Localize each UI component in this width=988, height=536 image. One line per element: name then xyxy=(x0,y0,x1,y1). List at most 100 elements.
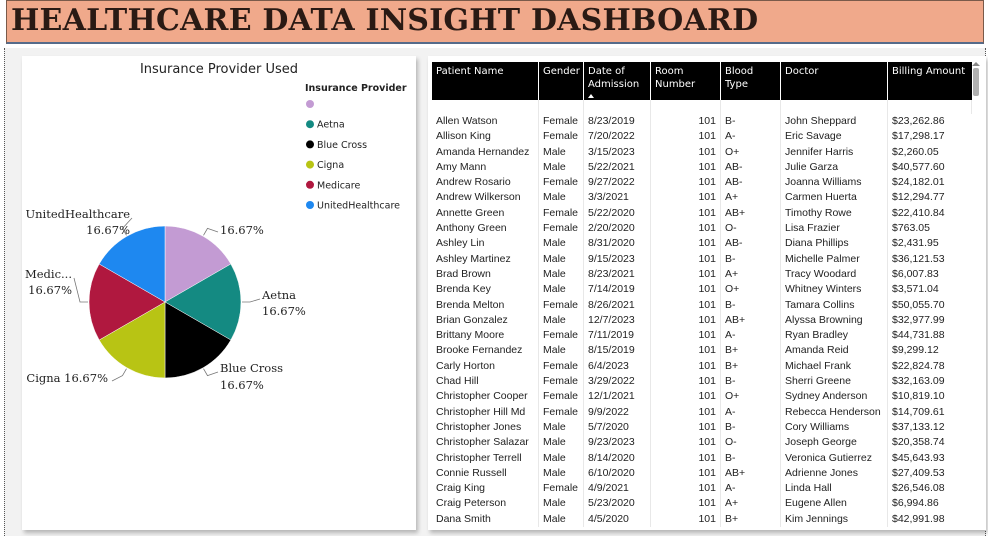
table-cell: $3,571.04 xyxy=(892,283,939,296)
legend-label[interactable]: Cigna xyxy=(317,160,344,171)
table-cell: 3/3/2021 xyxy=(584,190,651,206)
legend-marker[interactable] xyxy=(306,140,314,149)
table-row[interactable]: Brian Gonzalez Male 12/7/2023 101 AB+ Alyssa … xyxy=(432,312,972,329)
pie-leader-line xyxy=(111,368,127,382)
pie-slice[interactable] xyxy=(98,301,166,379)
scroll-thumb[interactable] xyxy=(973,68,979,96)
scroll-up-icon[interactable] xyxy=(972,62,980,66)
table-cell xyxy=(721,100,781,114)
table-row[interactable]: Craig King Female 4/9/2021 101 A- Linda Hall $… xyxy=(432,481,972,497)
insurance-pie-visual[interactable]: Insurance Provider Used Insurance Provide… xyxy=(22,56,416,530)
legend-marker[interactable] xyxy=(306,201,314,209)
table-cell: Female xyxy=(539,205,584,222)
pie-slice[interactable] xyxy=(164,301,232,379)
table-row[interactable]: Anthony Green Female 2/20/2020 101 O- Lisa Fr… xyxy=(432,221,972,237)
table-cell: Brad Brown xyxy=(432,266,539,283)
table-cell: Joseph George xyxy=(781,435,888,451)
table-row[interactable]: Chad Hill Female 3/29/2022 101 B- Sherri Gree… xyxy=(432,374,972,390)
table-row[interactable]: Carly Horton Female 6/4/2023 101 B+ Michael F… xyxy=(432,358,972,375)
patient-table-visual[interactable]: Patient Name Gender Date of Admission Room … xyxy=(428,56,986,530)
table-row[interactable]: Andrew Wilkerson Male 3/3/2021 101 A+ Carmen … xyxy=(432,190,972,206)
table-cell: Christopher Hill Md xyxy=(432,404,539,420)
table-cell: 101 xyxy=(651,465,721,482)
pie-slice[interactable] xyxy=(164,225,232,303)
table-cell: Dana Smith xyxy=(432,511,539,528)
table-cell: 7/11/2019 xyxy=(584,328,651,344)
table-row[interactable]: Annette Green Female 5/22/2020 101 AB+ Timoth… xyxy=(432,205,972,222)
table-row[interactable]: Dana Smith Male 4/5/2020 101 B+ Kim Jennings $… xyxy=(432,511,972,528)
table-cell: $37,133.12 xyxy=(892,420,945,433)
sort-ascending-icon[interactable] xyxy=(588,94,594,98)
table-cell xyxy=(888,100,972,114)
legend-label[interactable]: Aetna xyxy=(317,120,345,131)
table-cell: 101 xyxy=(651,251,721,267)
table-cell: 2/20/2020 xyxy=(584,221,651,237)
table-cell: AB+ xyxy=(721,205,781,222)
table-row[interactable]: Andrew Rosario Female 9/27/2022 101 AB- Joann… xyxy=(432,175,972,191)
table-row[interactable]: Brooke Fernandez Male 8/15/2019 101 B+ Amanda… xyxy=(432,343,972,359)
table-cell: B- xyxy=(721,297,781,313)
column-header[interactable]: Gender xyxy=(539,62,584,100)
table-cell: 101 xyxy=(651,266,721,283)
table-row[interactable]: Craig Peterson Male 5/23/2020 101 A+ Eugene A… xyxy=(432,496,972,512)
table-row[interactable]: Ashley Lin Male 8/31/2020 101 AB- Diana Phill… xyxy=(432,236,972,252)
table-cell: Jennifer Harris xyxy=(781,144,888,160)
insurance-pie-chart[interactable]: Insurance Provider Used Insurance Provide… xyxy=(22,56,416,530)
table-cell: Craig King xyxy=(432,481,539,497)
legend-marker[interactable] xyxy=(306,180,314,189)
table-cell: 4/5/2020 xyxy=(584,511,651,528)
table-cell: B+ xyxy=(721,511,781,528)
table-row[interactable]: Amy Mann Male 5/22/2021 101 AB- Julie Garza $4… xyxy=(432,159,972,176)
pie-slice[interactable] xyxy=(164,263,242,341)
table-row[interactable]: Christopher Salazar Male 9/23/2023 101 O- Jos… xyxy=(432,435,972,451)
pie-data-label: Cigna 16.67% xyxy=(26,371,108,385)
table-cell xyxy=(432,100,539,114)
table-cell: 101 xyxy=(651,282,721,298)
table-row[interactable]: Allison King Female 7/20/2022 101 A- Eric Sav… xyxy=(432,129,972,145)
table-row[interactable]: Amanda Hernandez Male 3/15/2023 101 O+ Jennif… xyxy=(432,144,972,160)
table-row[interactable]: Christopher Terrell Male 8/14/2020 101 B- Ver… xyxy=(432,450,972,466)
table-cell: O- xyxy=(721,435,781,451)
table-cell: 8/26/2021 xyxy=(584,297,651,313)
table-cell: $20,358.74 xyxy=(892,436,945,449)
table-cell: Christopher Cooper xyxy=(432,389,539,405)
table-cell: 5/23/2020 xyxy=(584,496,651,512)
table-row[interactable]: Allen Watson Female 8/23/2019 101 B- John She… xyxy=(432,114,972,130)
table-cell: 101 xyxy=(651,358,721,375)
table-row[interactable]: Brenda Key Male 7/14/2019 101 O+ Whitney Wint… xyxy=(432,282,972,298)
table-cell: Linda Hall xyxy=(781,481,888,497)
table-row[interactable]: Christopher Cooper Female 12/1/2021 101 O+ Sy… xyxy=(432,389,972,405)
column-header[interactable]: Doctor xyxy=(781,62,888,100)
table-cell: Allen Watson xyxy=(432,114,539,130)
legend-marker[interactable] xyxy=(306,160,314,169)
table-cell: $17,298.17 xyxy=(892,130,945,143)
legend-marker[interactable] xyxy=(306,120,314,129)
pie-title: Insurance Provider Used xyxy=(140,62,298,77)
legend-label[interactable]: Medicare xyxy=(317,180,360,191)
table-row[interactable]: Brenda Melton Female 8/26/2021 101 B- Tamara … xyxy=(432,297,972,313)
table-row[interactable]: Christopher Hill Md Female 9/9/2022 101 A- Re… xyxy=(432,404,972,420)
column-header[interactable]: Date of Admission xyxy=(584,62,651,100)
pie-slice[interactable] xyxy=(98,225,166,303)
table-row[interactable]: Brad Brown Male 8/23/2021 101 A+ Tracy Woodar… xyxy=(432,266,972,283)
column-header[interactable]: Blood Type xyxy=(721,62,781,100)
column-header[interactable]: Patient Name xyxy=(432,62,539,100)
column-header[interactable]: Room Number xyxy=(651,62,721,100)
legend-label[interactable]: Blue Cross xyxy=(317,140,367,151)
legend-marker[interactable] xyxy=(306,100,314,108)
table-cell: AB- xyxy=(721,236,781,252)
table-row[interactable]: Connie Russell Male 6/10/2020 101 AB+ Adrienn… xyxy=(432,465,972,482)
table-row[interactable]: Ashley Martinez Male 9/15/2023 101 B- Michell… xyxy=(432,251,972,267)
table-cell: Male xyxy=(539,282,584,298)
column-header[interactable]: Billing Amount xyxy=(892,66,966,77)
table-row[interactable]: Brittany Moore Female 7/11/2019 101 A- Ryan B… xyxy=(432,328,972,344)
table-row[interactable]: Christopher Jones Male 5/7/2020 101 B- Cory W… xyxy=(432,419,972,436)
table-cell: Male xyxy=(539,144,584,160)
table-cell: 9/23/2023 xyxy=(584,435,651,451)
table-scrollbar[interactable] xyxy=(972,62,980,526)
table-cell: Male xyxy=(539,251,584,267)
pie-slice[interactable] xyxy=(88,263,166,341)
table-cell: Brian Gonzalez xyxy=(432,312,539,329)
legend-label[interactable]: UnitedHealthcare xyxy=(317,201,400,212)
table-cell: Amy Mann xyxy=(432,159,539,176)
